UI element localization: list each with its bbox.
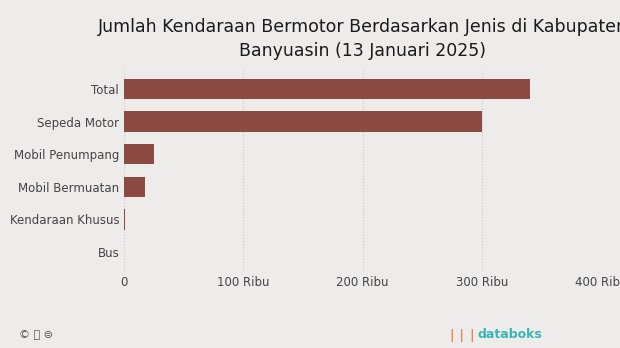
Bar xyxy=(124,111,482,132)
Text: © Ⓐ ⊜: © Ⓐ ⊜ xyxy=(19,330,53,340)
Text: ❘❘❘: ❘❘❘ xyxy=(446,329,478,342)
Bar xyxy=(124,79,529,99)
Bar xyxy=(124,177,146,197)
Bar xyxy=(124,144,154,164)
Text: databoks: databoks xyxy=(477,328,542,341)
Title: Jumlah Kendaraan Bermotor Berdasarkan Jenis di Kabupaten
Banyuasin (13 Januari 2: Jumlah Kendaraan Bermotor Berdasarkan Je… xyxy=(98,18,620,60)
